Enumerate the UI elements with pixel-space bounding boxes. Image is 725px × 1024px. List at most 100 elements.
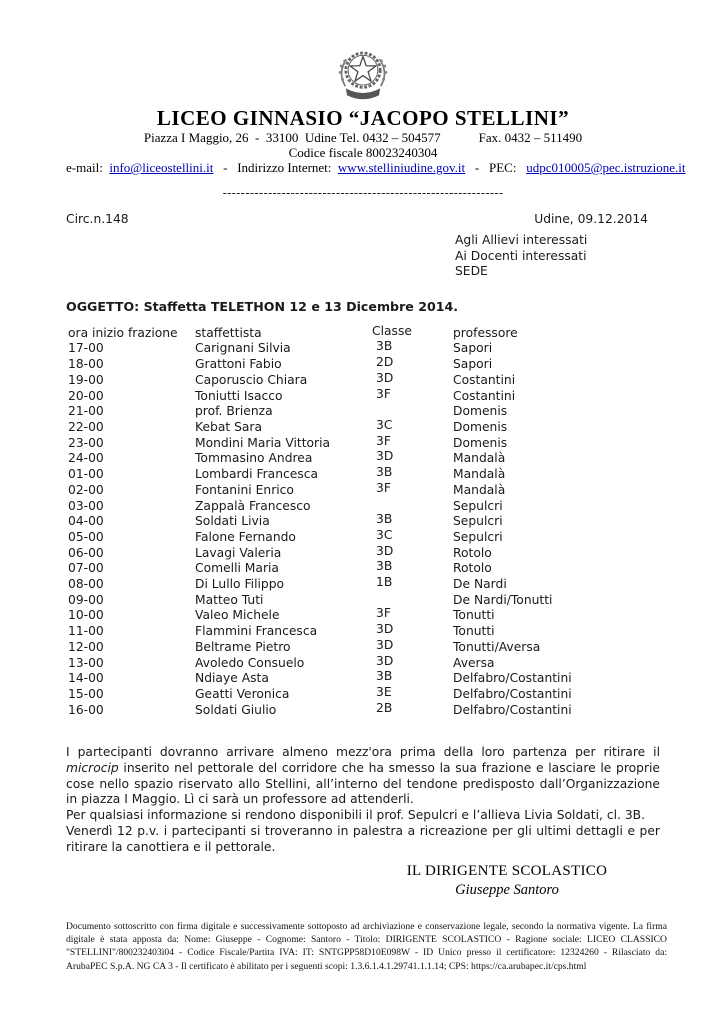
class-cell [372,591,453,607]
internet-label: - Indirizzo Internet: [213,160,338,175]
table-row: 14-00 Ndiaye Asta 3B Delfabro/Costantini [68,669,660,687]
teacher-cell: Aversa [453,655,495,670]
signature-block: IL DIRIGENTE SCOLASTICO Giuseppe Santoro [402,862,612,900]
table-row: 10-00 Valeo Michele 3F Tonutti [68,606,660,624]
runner-cell: Falone Fernando [195,529,296,544]
class-cell: 2D [376,355,394,370]
table-row: 01-00 Lombardi Francesca 3B Mandalà [68,465,660,483]
website-link[interactable]: www.stelliniudine.gov.it [337,160,466,175]
time-cell: 04-00 [68,514,104,529]
column-header: staffettista [195,325,262,340]
table-row: 04-00 Soldati Livia 3B Sepulcri [68,512,660,530]
class-cell: 3D [376,543,394,558]
class-cell: 1B [376,575,393,590]
runner-cell: Caporuscio Chiara [195,372,308,387]
paragraph-1: I partecipanti dovranno arrivare almeno … [66,745,660,808]
class-cell: 3B [376,512,393,527]
table-row: 19-00 Caporuscio Chiara 3D Costantini [68,371,660,389]
time-cell: 13-00 [68,655,104,670]
time-cell: 09-00 [68,592,104,607]
table-row: 23-00 Mondini Maria Vittoria 3F Domenis [68,433,660,452]
class-cell: 3D [376,449,394,464]
table-row: 09-00 Matteo Tuti De Nardi/Tonutti [68,593,660,609]
runner-cell: Valeo Michele [195,608,280,623]
address-text: Piazza I Maggio, 26 - 33100 Udine Tel. 0… [143,130,441,145]
class-cell: 3F [376,480,391,495]
dashed-separator: ----------------------------------------… [222,186,504,200]
time-cell: 10-00 [68,608,104,623]
time-cell: 24-00 [68,451,104,466]
class-cell: 3C [376,418,393,432]
runner-cell: Beltrame Pietro [195,639,291,654]
time-cell: 17-00 [68,341,104,356]
runner-cell: Di Lullo Filippo [195,577,285,592]
microcip-italic: microcip [66,761,119,776]
class-cell: 3D [376,637,394,652]
teacher-cell: Sapori [453,341,493,356]
time-cell: 16-00 [68,702,104,717]
teacher-cell: Domenis [453,420,508,434]
class-cell: 3B [376,465,393,480]
table-row: 08-00 Di Lullo Filippo 1B De Nardi [68,575,660,593]
time-cell: 19-00 [68,372,104,387]
teacher-cell: Delfabro/Costantini [453,686,572,701]
time-cell: 02-00 [68,482,104,497]
runner-cell: Geatti Veronica [195,686,290,701]
paragraph-3: Venerdì 12 p.v. i partecipanti si trover… [66,823,660,854]
runner-cell: Soldati Giulio [195,702,277,717]
teacher-cell: De Nardi/Tonutti [453,592,553,607]
time-cell: 12-00 [68,639,104,654]
teacher-cell: Domenis [453,435,508,450]
teacher-cell: Tonutti [453,624,495,639]
class-cell: 2B [376,700,393,715]
table-row: 15-00 Geatti Veronica 3E Delfabro/Costantin… [68,684,660,703]
paragraph-1-text: I partecipanti dovranno arrivare almeno … [66,745,660,760]
recipient-line: Ai Docenti interessati [455,248,587,263]
pec-link[interactable]: udpc010005@pec.istruzione.it [526,160,686,175]
table-row: 12-00 Beltrame Pietro 3D Tonutti/Aversa [68,637,660,656]
meta-row: Circ.n.148 Udine, 09.12.2014 [66,212,660,227]
runner-cell: Zappalà Francesco [195,498,311,513]
table-row: 18-00 Grattoni Fabio 2D Sapori [68,355,660,373]
email-link[interactable]: info@liceostellini.it [109,160,214,175]
class-cell [372,497,453,513]
runner-cell: Kebat Sara [195,420,263,434]
table-row: 21-00 prof. Brienza Domenis [68,404,660,420]
teacher-cell: Costantini [453,388,516,403]
teacher-cell: Costantini [453,372,516,387]
runner-cell: Ndiaye Asta [195,671,269,686]
class-cell: 3B [376,669,393,684]
digital-signature-footer: Documento sottoscritto con firma digital… [66,921,667,972]
class-cell: 3E [376,684,392,699]
class-cell: 3D [376,622,394,637]
time-cell: 20-00 [68,388,104,403]
class-cell: 3C [376,527,393,542]
email-label: e-mail: [66,160,110,175]
table-row: 06-00 Lavagi Valeria 3D Rotolo [68,543,660,562]
time-cell: 08-00 [68,577,104,592]
runner-cell: Avoledo Consuelo [195,655,305,670]
time-cell: 07-00 [68,561,104,576]
table-row: 16-00 Soldati Giulio 2B Delfabro/Costantini [68,700,660,719]
runner-cell: Tommasino Andrea [195,451,313,466]
teacher-cell: Tonutti/Aversa [453,639,541,654]
class-cell [372,402,453,418]
runner-cell: Mondini Maria Vittoria [195,435,331,450]
teacher-cell: Tonutti [453,608,495,623]
teacher-cell: Rotolo [453,545,492,560]
class-cell: 3D [376,653,394,668]
teacher-cell: Mandalà [453,482,506,497]
runner-cell: Grattoni Fabio [195,357,282,372]
table-row: 07-00 Comelli Maria 3B Rotolo [68,559,660,577]
time-cell: 22-00 [68,420,104,434]
column-header: Classe [372,323,412,338]
table-header-row: ora inizio frazione staffettista Classe pro… [68,323,660,342]
class-cell: 3F [376,433,391,448]
teacher-cell: De Nardi [453,577,507,592]
runner-cell: Matteo Tuti [195,592,264,607]
teacher-cell: Mandalà [453,451,506,466]
fax-number: Fax. 0432 – 511490 [478,130,583,145]
table-row: 11-00 Flammini Francesca 3D Tonutti [68,622,660,640]
time-cell: 15-00 [68,686,104,701]
